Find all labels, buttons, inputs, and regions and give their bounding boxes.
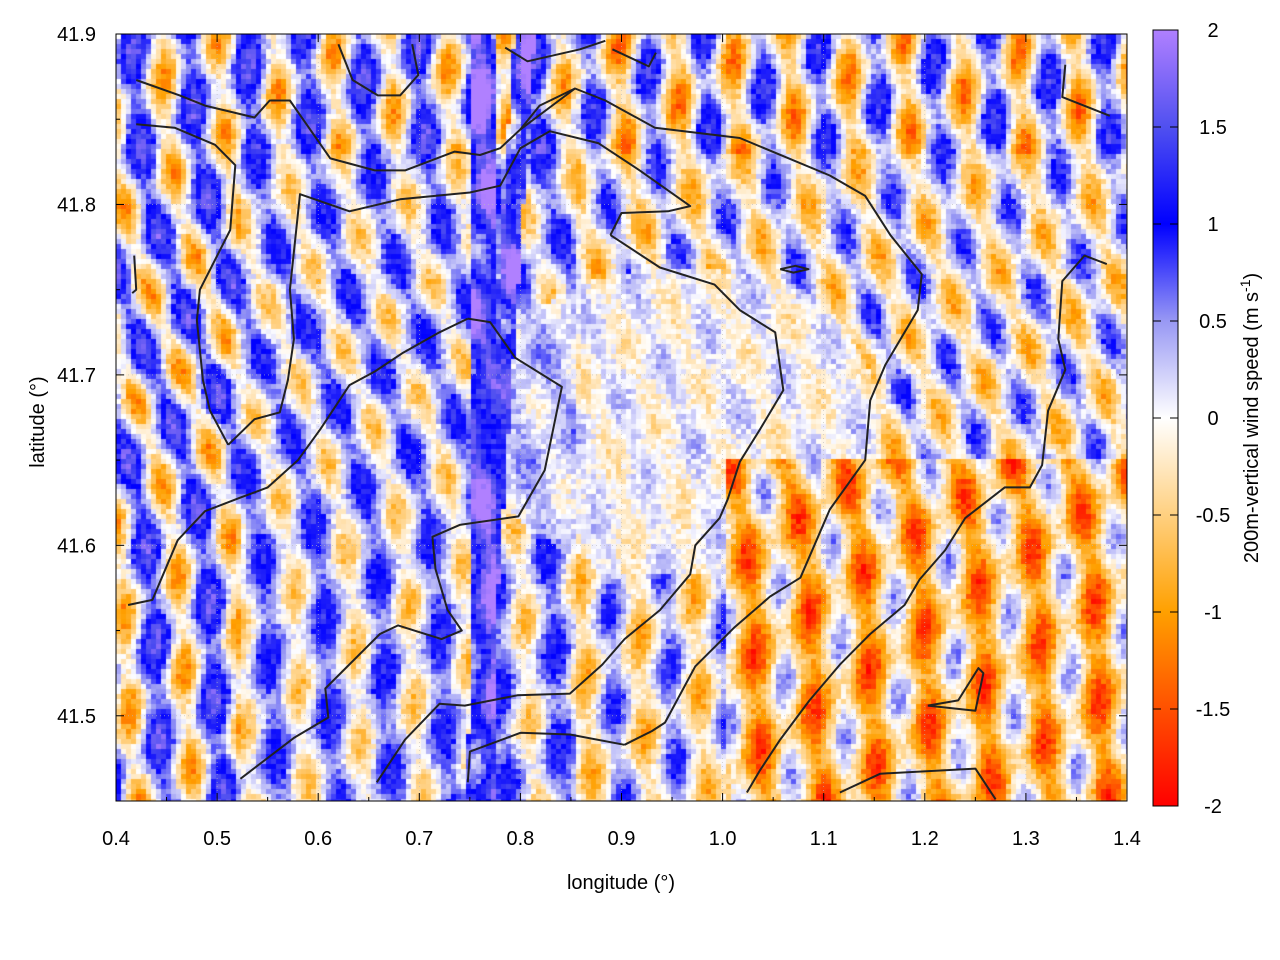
x-tick-label: 0.5	[203, 828, 231, 850]
contour-line	[375, 234, 785, 783]
x-tick-label: 0.4	[102, 828, 130, 850]
contour-line	[239, 317, 563, 780]
x-tick-label: 0.7	[405, 828, 433, 850]
colorbar-tick-label: -1	[1204, 602, 1222, 624]
contour-line	[135, 79, 576, 172]
contour-line	[504, 39, 606, 63]
y-tick-label: 41.8	[57, 194, 96, 216]
colorbar-tick-label: -0.5	[1196, 505, 1230, 527]
y-tick-label: 41.6	[57, 535, 96, 557]
contour-line	[839, 767, 997, 800]
colorbar-tick-label: 2	[1207, 20, 1218, 42]
y-tick-label: 41.9	[57, 24, 96, 46]
colorbar-tick-label: 1	[1207, 214, 1218, 236]
contour-line	[519, 87, 923, 746]
y-tick-label: 41.7	[57, 365, 96, 387]
colorbar-ticks: 2 1.5 1 0.5 0 -0.5 -1 -1.5 -2	[1153, 20, 1230, 818]
x-tick-label: 0.9	[608, 828, 636, 850]
x-axis: 0.4 0.5 0.6 0.7 0.8 0.9 1.0 1.1 1.2 1.3 1.4	[102, 34, 1141, 850]
colorbar-tick-label: -2	[1204, 796, 1222, 818]
grid	[116, 34, 1127, 801]
contour-line	[466, 731, 625, 783]
contour-line	[227, 130, 692, 446]
x-tick-label: 1.2	[911, 828, 939, 850]
heatmap-field	[116, 34, 1127, 801]
x-axis-label: longitude (°)	[567, 872, 675, 894]
colorbar-tick-label: 1.5	[1199, 117, 1227, 139]
colorbar-tick-label: 0	[1207, 408, 1218, 430]
colorbar-tick-label: 0.5	[1199, 311, 1227, 333]
contour-line	[131, 255, 138, 294]
contour-lines	[127, 39, 1111, 800]
contour-line	[337, 43, 420, 97]
x-tick-label: 1.0	[709, 828, 737, 850]
contour-line	[127, 317, 469, 606]
contour-line	[746, 254, 1108, 794]
contour-line	[779, 264, 810, 274]
y-tick-label: 41.5	[57, 706, 96, 728]
colorbar-tick-label: -1.5	[1196, 699, 1230, 721]
colorbar-label: 200m-vertical wind speed (m s-1)	[1237, 273, 1263, 563]
x-tick-label: 1.1	[810, 828, 838, 850]
contour-line	[136, 123, 237, 446]
contour-line	[1061, 64, 1111, 117]
x-tick-label: 1.3	[1012, 828, 1040, 850]
y-axis: 41.5 41.6 41.7 41.8 41.9	[57, 24, 1127, 728]
plot-frame	[115, 33, 1128, 802]
x-tick-label: 0.8	[506, 828, 534, 850]
y-axis-label: latitude (°)	[27, 376, 49, 467]
x-tick-label: 1.4	[1113, 828, 1141, 850]
x-tick-label: 0.6	[304, 828, 332, 850]
contour-line	[611, 48, 657, 68]
contour-line	[927, 667, 985, 712]
